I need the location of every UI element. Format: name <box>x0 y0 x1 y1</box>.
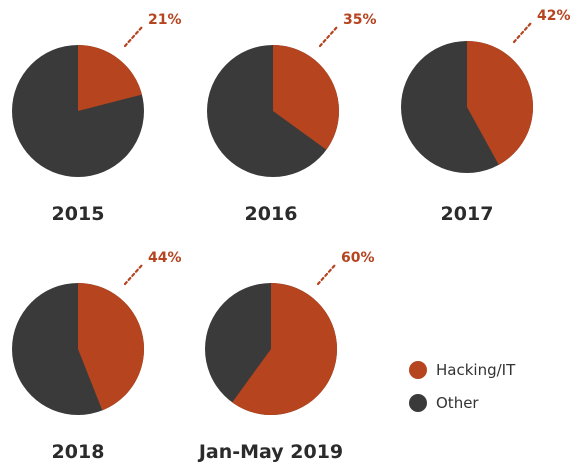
percent-label-2016: 35% <box>343 12 377 28</box>
leader-line-2018 <box>123 263 144 286</box>
pie-chart-2016: 35% 2016 <box>207 12 377 225</box>
legend-label-hacking: Hacking/IT <box>436 361 516 379</box>
leader-line-2015 <box>123 25 144 48</box>
percent-label-jan-may-2019: 60% <box>341 250 375 266</box>
percent-label-2015: 21% <box>148 12 182 28</box>
year-label-2016: 2016 <box>245 203 298 225</box>
year-label-2017: 2017 <box>441 203 494 225</box>
year-label-2018: 2018 <box>52 441 105 463</box>
pie-charts-group: 21% 2015 35% 2016 42% 2017 44% 2018 60% Jan-May 2… <box>12 8 571 463</box>
legend-label-other: Other <box>436 394 479 412</box>
pie-chart-2017: 42% 2017 <box>401 8 571 225</box>
legend-swatch-other <box>409 394 427 412</box>
leader-line-2016 <box>318 25 339 48</box>
pie-slice-hacking-2015 <box>78 45 142 111</box>
pie-chart-jan-may-2019: 60% Jan-May 2019 <box>197 250 375 463</box>
legend-swatch-hacking <box>409 361 427 379</box>
pie-slice-hacking-2017 <box>467 41 534 165</box>
pie-slice-hacking-2018 <box>78 283 145 411</box>
year-label-2015: 2015 <box>52 203 105 225</box>
leader-line-jan-may-2019 <box>316 263 337 286</box>
legend: Hacking/IT Other <box>409 361 516 412</box>
percent-label-2017: 42% <box>537 8 571 24</box>
pie-chart-2015: 21% 2015 <box>12 12 182 225</box>
year-label-jan-may-2019: Jan-May 2019 <box>197 441 343 463</box>
leader-line-2017 <box>512 21 533 44</box>
pie-chart-2018: 44% 2018 <box>12 250 182 463</box>
pie-slice-hacking-2016 <box>273 45 340 150</box>
percent-label-2018: 44% <box>148 250 182 266</box>
pie-slice-hacking-jan-may-2019 <box>232 283 337 416</box>
